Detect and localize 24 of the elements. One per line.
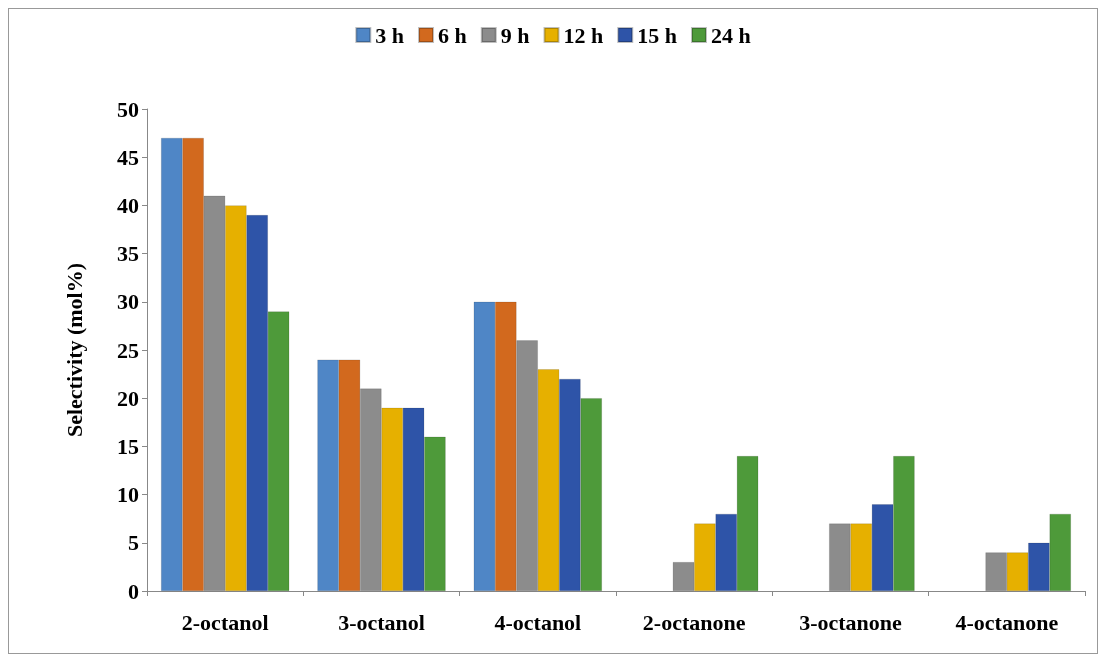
- x-tick-label: 2-octanone: [642, 609, 746, 635]
- y-tick-label: 20: [117, 385, 139, 411]
- y-tick-label: 30: [117, 289, 139, 315]
- y-axis-title: Selectivity (mol%): [61, 262, 87, 438]
- x-tick-label: 4-octanol: [494, 609, 582, 635]
- legend-label: 6 h: [438, 22, 467, 48]
- legend-label: 15 h: [637, 22, 677, 48]
- x-tick-label: 3-octanone: [799, 609, 903, 635]
- x-tick-label: 2-octanol: [181, 609, 269, 635]
- legend-label: 3 h: [375, 22, 405, 48]
- x-tick-label: 4-octanone: [955, 609, 1059, 635]
- y-tick-label: 0: [128, 578, 139, 604]
- y-tick-label: 35: [117, 241, 139, 267]
- legend-label: 9 h: [500, 22, 530, 48]
- x-tick-label: 3-octanol: [338, 609, 425, 635]
- y-tick-label: 40: [117, 192, 139, 218]
- y-tick-label: 25: [117, 337, 139, 363]
- y-tick-label: 5: [128, 530, 139, 556]
- y-tick-label: 10: [117, 482, 139, 508]
- legend-label: 24 h: [710, 22, 751, 48]
- legend-label: 12 h: [563, 22, 604, 48]
- y-tick-label: 15: [117, 433, 139, 459]
- y-tick-label: 45: [117, 144, 139, 170]
- y-tick-label: 50: [117, 96, 139, 122]
